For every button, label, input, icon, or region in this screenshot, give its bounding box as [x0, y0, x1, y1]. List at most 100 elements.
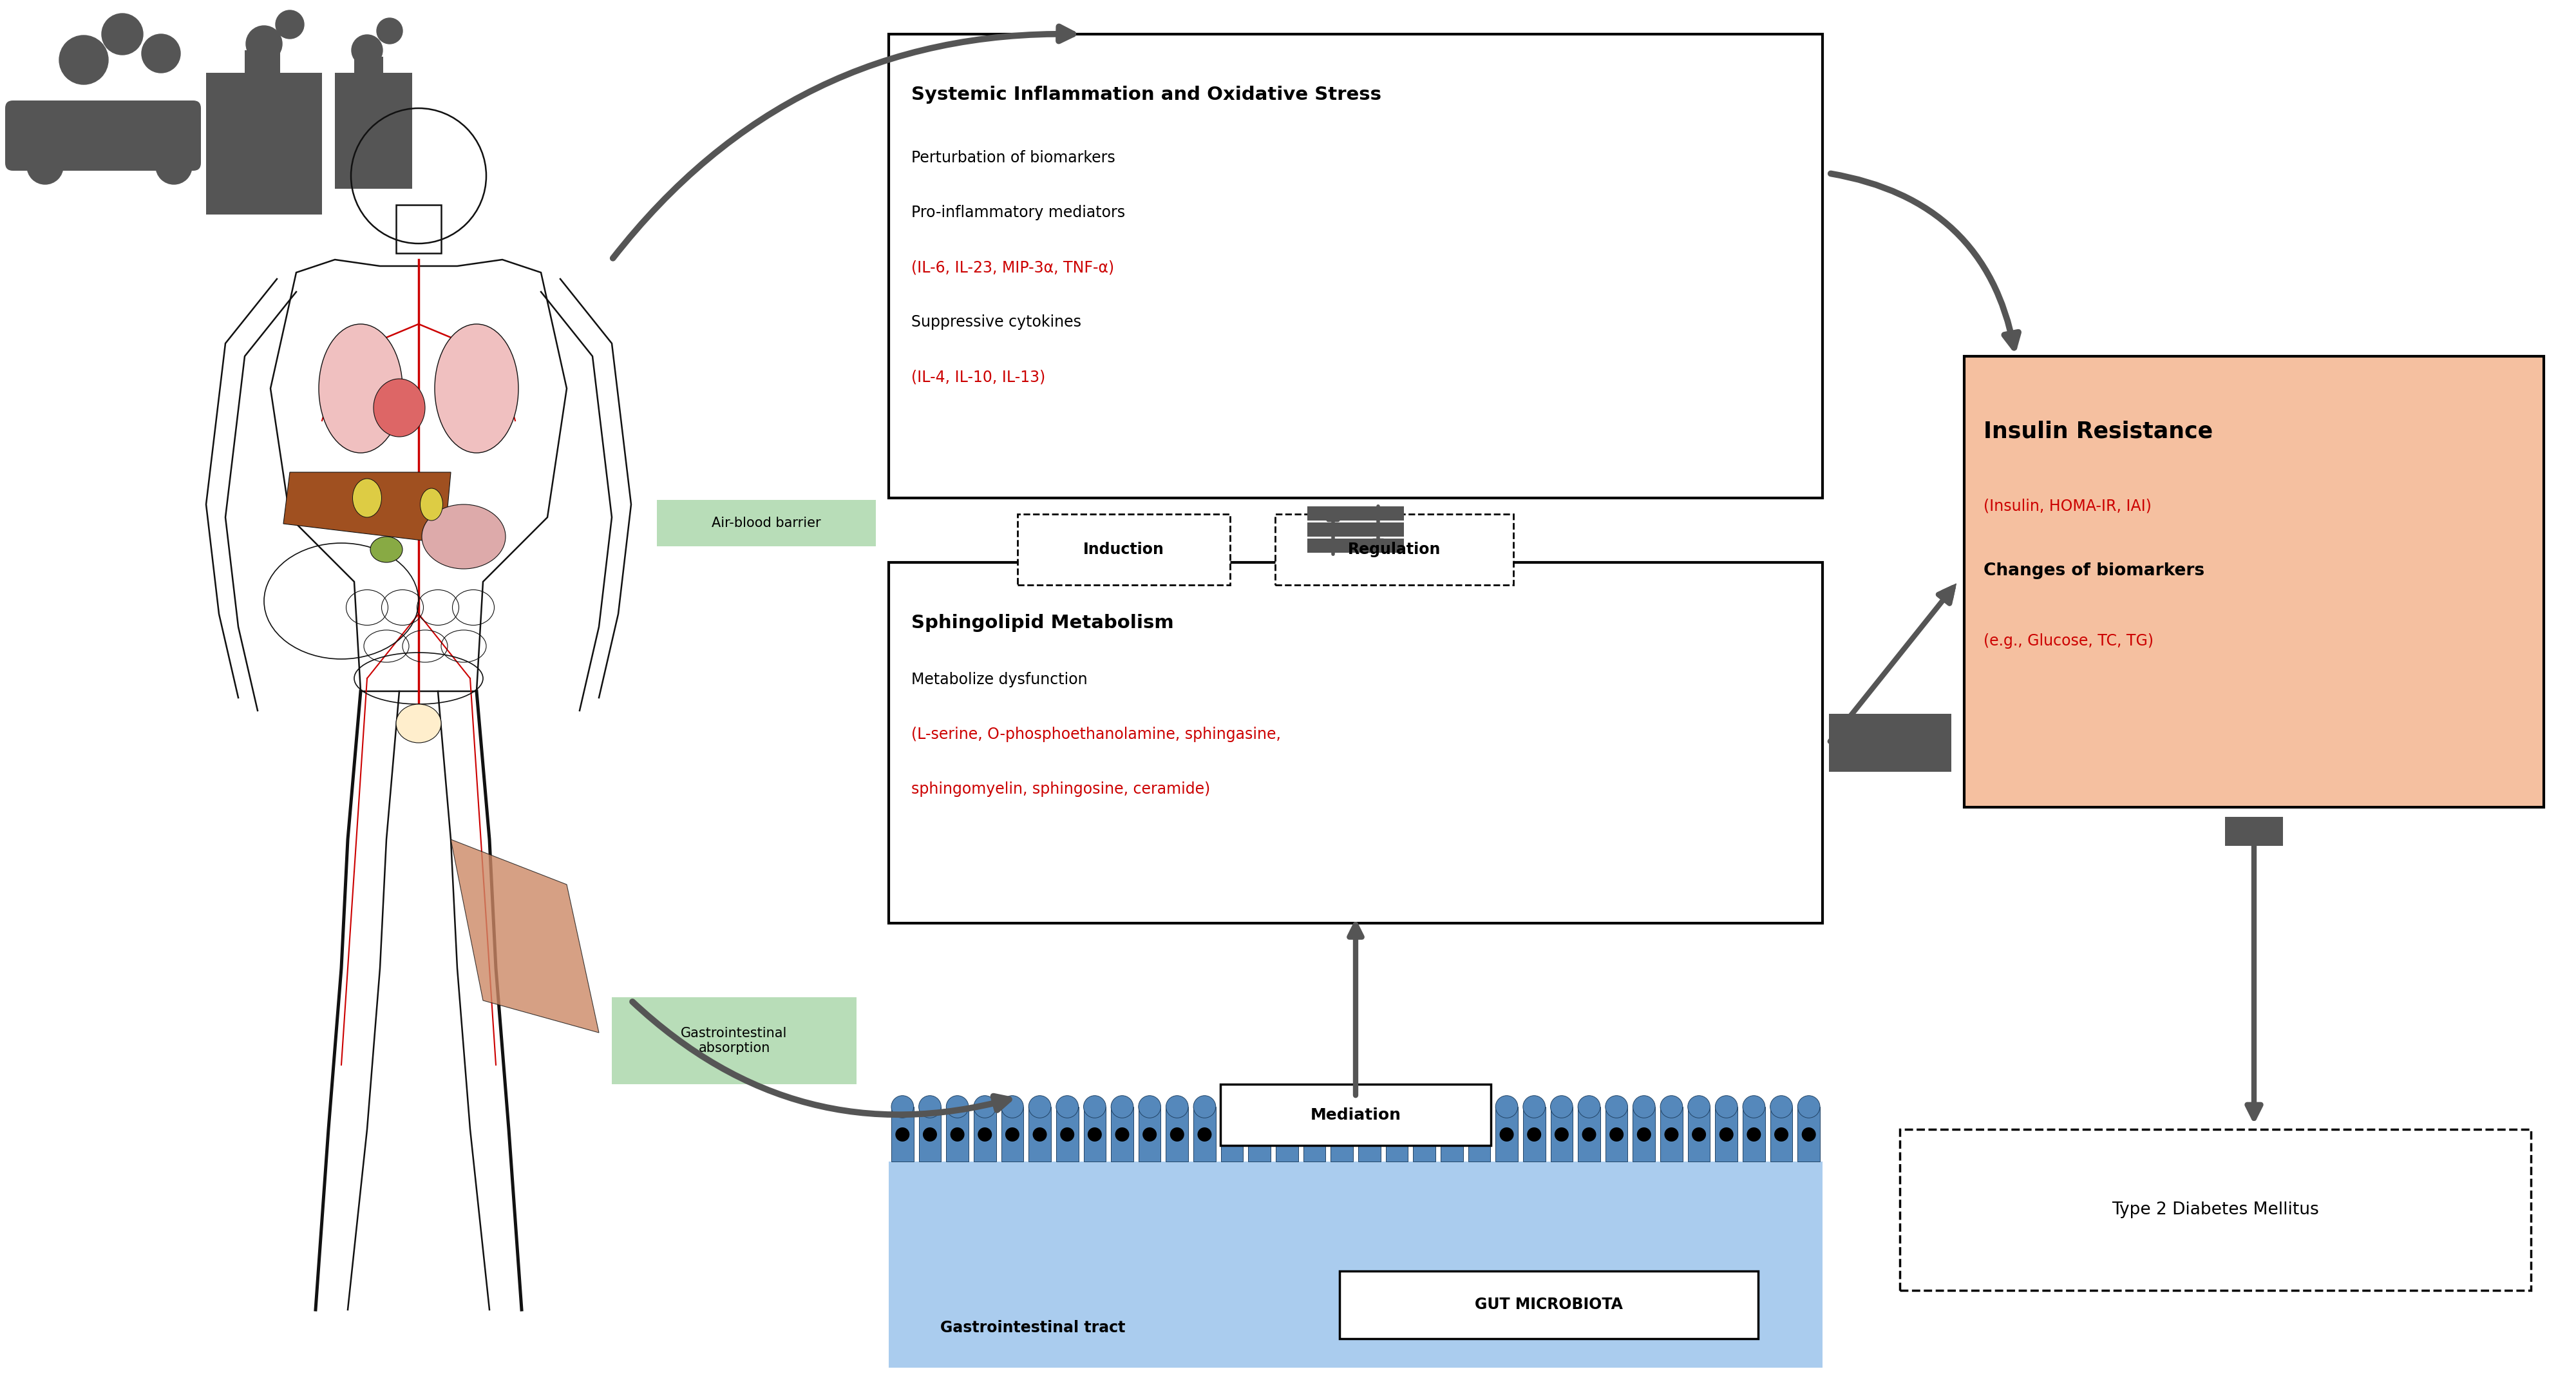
Bar: [1770, 1107, 1793, 1161]
Circle shape: [142, 35, 180, 72]
Circle shape: [1388, 1128, 1404, 1142]
Circle shape: [1747, 1128, 1762, 1142]
FancyBboxPatch shape: [1221, 1085, 1492, 1146]
Circle shape: [1386, 1096, 1409, 1118]
Bar: [1221, 1107, 1244, 1161]
Circle shape: [1718, 1128, 1734, 1142]
Text: (IL-6, IL-23, MIP-3α, TNF-α): (IL-6, IL-23, MIP-3α, TNF-α): [912, 259, 1115, 275]
Circle shape: [1332, 1096, 1352, 1118]
Circle shape: [276, 10, 304, 39]
Bar: [1716, 1107, 1739, 1161]
Text: Mediation: Mediation: [1311, 1107, 1401, 1122]
Circle shape: [1115, 1128, 1128, 1142]
Bar: [1056, 1107, 1079, 1161]
Bar: [1358, 1107, 1381, 1161]
Circle shape: [1551, 1096, 1574, 1118]
Circle shape: [350, 35, 381, 65]
FancyBboxPatch shape: [1340, 1270, 1757, 1338]
Circle shape: [1139, 1096, 1162, 1118]
Text: (Insulin, HOMA-IR, IAI): (Insulin, HOMA-IR, IAI): [1984, 498, 2151, 513]
Polygon shape: [283, 472, 451, 544]
Ellipse shape: [319, 325, 402, 454]
Circle shape: [1221, 1096, 1244, 1118]
Text: Changes of biomarkers: Changes of biomarkers: [1984, 562, 2205, 580]
FancyBboxPatch shape: [889, 35, 1824, 498]
FancyBboxPatch shape: [1901, 1129, 2530, 1290]
Circle shape: [1249, 1096, 1270, 1118]
Bar: [1193, 1107, 1216, 1161]
Text: Induction: Induction: [1084, 542, 1164, 558]
Bar: [1468, 1107, 1492, 1161]
Bar: [1662, 1107, 1682, 1161]
Circle shape: [59, 36, 108, 85]
FancyBboxPatch shape: [889, 562, 1824, 924]
Text: Gastrointestinal
absorption: Gastrointestinal absorption: [680, 1026, 788, 1054]
Text: Perturbation of biomarkers: Perturbation of biomarkers: [912, 150, 1115, 165]
Bar: [1497, 1107, 1517, 1161]
Bar: [889, 1161, 1824, 1368]
Circle shape: [1610, 1128, 1623, 1142]
Bar: [1829, 714, 1953, 771]
Bar: [1633, 1107, 1656, 1161]
Circle shape: [920, 1096, 940, 1118]
Bar: [355, 57, 384, 76]
Bar: [945, 1107, 969, 1161]
Text: sphingomyelin, sphingosine, ceramide): sphingomyelin, sphingosine, ceramide): [912, 781, 1211, 798]
Circle shape: [1280, 1128, 1293, 1142]
Circle shape: [1770, 1096, 1793, 1118]
Polygon shape: [451, 839, 600, 1033]
Bar: [1309, 523, 1404, 537]
Circle shape: [1471, 1128, 1486, 1142]
Circle shape: [376, 18, 402, 44]
Circle shape: [1167, 1096, 1188, 1118]
Circle shape: [1468, 1096, 1492, 1118]
Bar: [1332, 1107, 1352, 1161]
Circle shape: [1252, 1128, 1267, 1142]
Bar: [1579, 1107, 1600, 1161]
Circle shape: [1198, 1128, 1211, 1142]
Ellipse shape: [353, 479, 381, 517]
Circle shape: [1005, 1128, 1020, 1142]
Bar: [206, 72, 322, 215]
Text: Insulin Resistance: Insulin Resistance: [1984, 420, 2213, 442]
Text: Type 2 Diabetes Mellitus: Type 2 Diabetes Mellitus: [2112, 1201, 2318, 1218]
Bar: [1744, 1107, 1765, 1161]
Circle shape: [1605, 1096, 1628, 1118]
FancyBboxPatch shape: [1965, 356, 2545, 807]
Circle shape: [974, 1096, 997, 1118]
Text: Pro-inflammatory mediators: Pro-inflammatory mediators: [912, 205, 1126, 221]
Bar: [2226, 817, 2282, 846]
Circle shape: [1056, 1096, 1079, 1118]
Circle shape: [1499, 1128, 1515, 1142]
FancyBboxPatch shape: [1018, 515, 1231, 585]
Text: Systemic Inflammation and Oxidative Stress: Systemic Inflammation and Oxidative Stre…: [912, 86, 1381, 104]
Circle shape: [1798, 1096, 1821, 1118]
Bar: [1386, 1107, 1409, 1161]
Bar: [1139, 1107, 1162, 1161]
Circle shape: [1579, 1096, 1600, 1118]
Bar: [891, 1107, 914, 1161]
Circle shape: [1028, 1096, 1051, 1118]
Text: Metabolize dysfunction: Metabolize dysfunction: [912, 671, 1087, 688]
Text: GUT MICROBIOTA: GUT MICROBIOTA: [1476, 1297, 1623, 1312]
Bar: [1605, 1107, 1628, 1161]
FancyBboxPatch shape: [657, 499, 876, 546]
Circle shape: [1226, 1128, 1239, 1142]
Circle shape: [891, 1096, 914, 1118]
Bar: [1110, 1107, 1133, 1161]
Text: Gastrointestinal tract: Gastrointestinal tract: [940, 1320, 1126, 1336]
Bar: [1002, 1107, 1023, 1161]
Circle shape: [1445, 1128, 1458, 1142]
Text: (L-serine, O-phosphoethanolamine, sphingasine,: (L-serine, O-phosphoethanolamine, sphing…: [912, 727, 1280, 742]
FancyBboxPatch shape: [613, 997, 855, 1085]
Circle shape: [1716, 1096, 1739, 1118]
Circle shape: [1582, 1128, 1597, 1142]
Circle shape: [1687, 1096, 1710, 1118]
Circle shape: [1110, 1096, 1133, 1118]
Circle shape: [245, 26, 281, 62]
Text: (IL-4, IL-10, IL-13): (IL-4, IL-10, IL-13): [912, 369, 1046, 384]
Circle shape: [1193, 1096, 1216, 1118]
Text: (e.g., Glucose, TC, TG): (e.g., Glucose, TC, TG): [1984, 634, 2154, 649]
Bar: [1275, 1107, 1298, 1161]
Circle shape: [1363, 1128, 1376, 1142]
